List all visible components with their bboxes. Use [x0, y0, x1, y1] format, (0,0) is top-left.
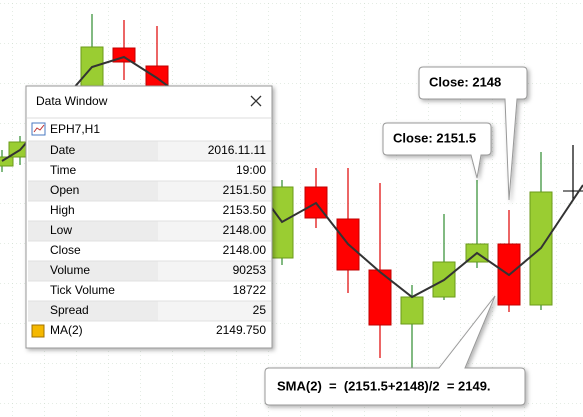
value-cell — [158, 301, 271, 321]
value-cell — [158, 201, 271, 221]
value-cell — [158, 141, 271, 161]
row-label: Time — [50, 163, 77, 177]
label-cell — [28, 261, 158, 281]
row-value: 90253 — [233, 263, 267, 277]
row-label: Open — [50, 183, 79, 197]
row-label: Volume — [50, 263, 90, 277]
value-cell — [158, 241, 271, 261]
candle-body — [0, 156, 14, 167]
row-value: 2016.11.11 — [208, 143, 267, 157]
value-cell — [158, 161, 271, 181]
value-cell — [158, 181, 271, 201]
label-cell — [28, 181, 158, 201]
row-value: 19:00 — [236, 163, 266, 177]
row-label: Close — [50, 243, 81, 257]
label-cell — [28, 221, 158, 241]
callout-text: Close: 2151.5 — [393, 130, 476, 145]
row-label: MA(2) — [50, 323, 83, 337]
value-cell — [158, 281, 271, 301]
label-cell — [28, 321, 158, 341]
row-value: 2153.50 — [223, 203, 267, 217]
callout-text: Close: 2148 — [429, 74, 501, 89]
label-cell — [28, 201, 158, 221]
window-title: Data Window — [36, 94, 108, 108]
ma-icon — [31, 324, 45, 338]
candle-body — [368, 269, 392, 326]
data-window: Data Window EPH7,H1 Date 2016.11.11 Time 19… — [25, 85, 273, 349]
value-cell — [158, 221, 271, 241]
row-label: Low — [50, 223, 72, 237]
candle-body — [400, 296, 424, 325]
label-cell — [28, 161, 158, 181]
row-label: High — [50, 203, 75, 217]
row-value: 18722 — [233, 283, 267, 297]
value-cell — [158, 261, 271, 281]
row-value: 2149.750 — [216, 323, 266, 337]
row-label: Date — [50, 143, 76, 157]
row-label: Tick Volume — [50, 283, 115, 297]
label-cell — [28, 301, 158, 321]
callout — [264, 295, 526, 406]
symbol: EPH7,H1 — [50, 122, 100, 136]
label-cell — [28, 141, 158, 161]
row-value: 2148.00 — [223, 243, 267, 257]
callout — [382, 122, 492, 179]
value-cell — [158, 321, 271, 341]
row-label: Spread — [50, 303, 89, 317]
label-cell — [28, 281, 158, 301]
row-value: 2148.00 — [223, 223, 267, 237]
callout-text: SMA(2) = (2151.5+2148)/2 = 2149. — [277, 378, 491, 393]
row-value: 25 — [253, 303, 267, 317]
callout — [418, 66, 528, 201]
label-cell — [28, 241, 158, 261]
close-button[interactable] — [250, 95, 262, 107]
row-value: 2151.50 — [223, 183, 267, 197]
ma-line — [1, 55, 583, 299]
